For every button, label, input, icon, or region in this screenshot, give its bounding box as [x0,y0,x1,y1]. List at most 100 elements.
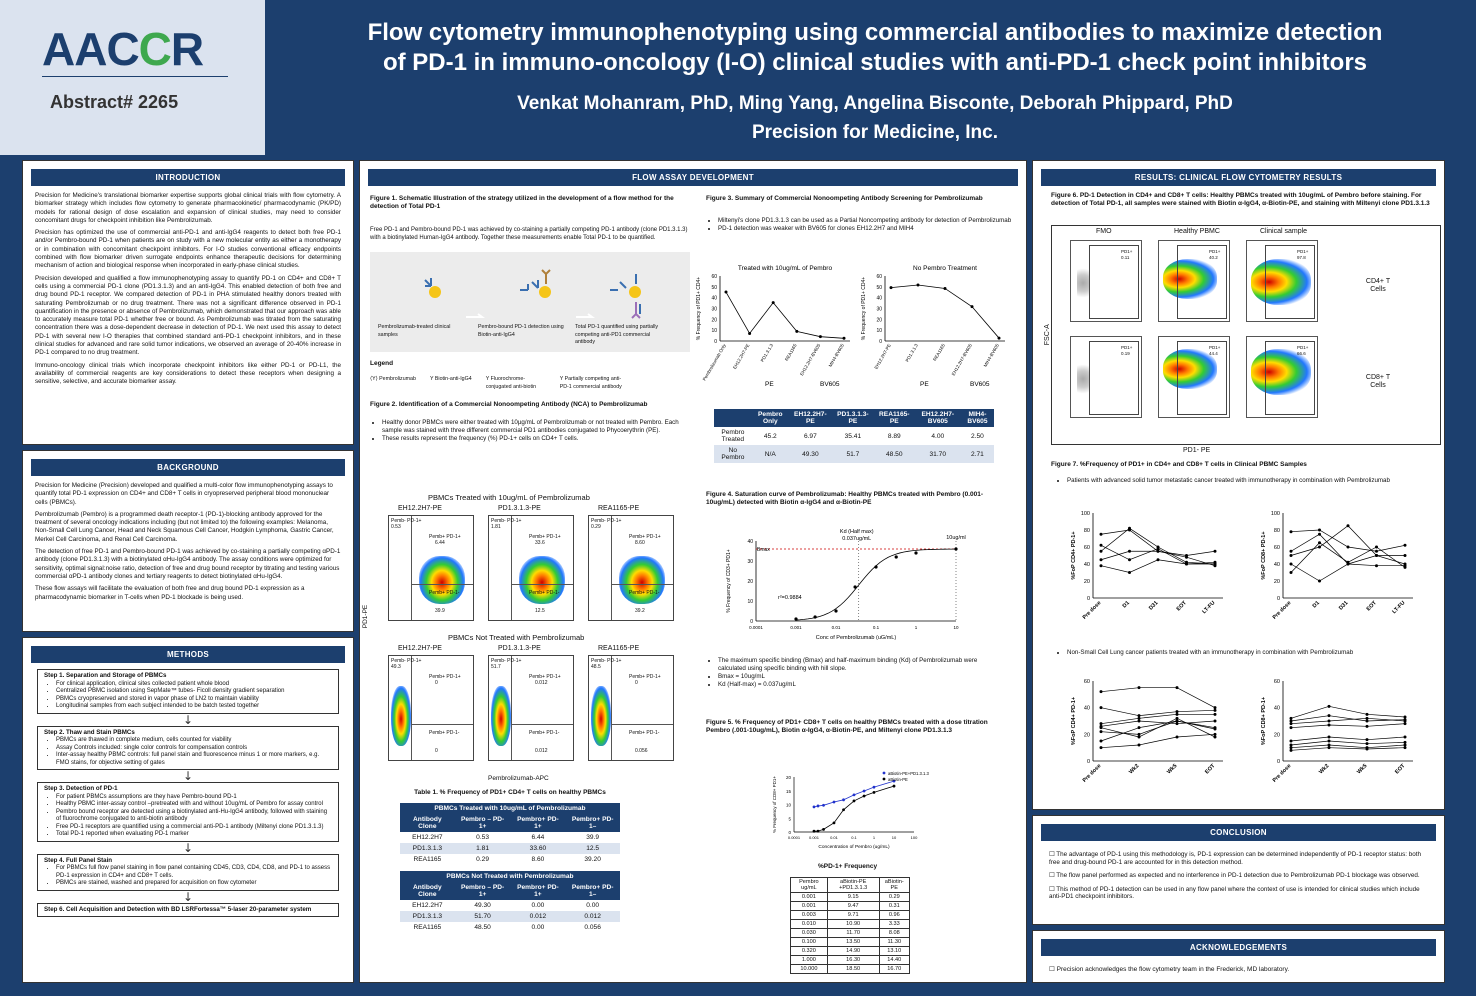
fig1-title: Figure 1. Schematic Illustration of the … [370,195,674,210]
gate-label: Pemb+ PD-1+ [529,534,561,540]
data-point [812,805,816,809]
gate-value: 97.8 [1297,255,1306,260]
gate-label: PD1+ [1297,345,1309,350]
chart-title: No Pembro Treatment [913,265,977,272]
gate-value: 49.3 [391,664,401,670]
list-item: ☐ This method of PD-1 detection can be u… [1049,885,1420,901]
table-cell: EH12.2H7 [412,902,443,909]
table-cell: 45.2 [763,432,777,440]
data-point [1289,726,1293,730]
fsc-label: FSC-A [1043,324,1051,346]
cell-density [391,686,411,746]
paragraph: These flow assays will facilitate the ev… [35,585,305,601]
table-cell: 39.9 [586,834,600,841]
table-cell: 13.50 [826,937,880,947]
background-panel: BACKGROUND Precision for Medicine (Preci… [22,450,354,632]
tick-label: 0.1 [851,835,857,840]
table-cell: N/A [751,445,789,463]
gate-value: 0.19 [1121,351,1130,356]
fig5-chart: 0 5 10 15 20 0.0001 0.001 0.01 0.1 1 10 100 aBiotin-… [772,771,930,850]
cell-density [419,556,465,604]
method-step: Step 3. Detection of PD-1For patient PBM… [37,782,339,842]
data-point [1327,739,1331,743]
fig1-caption: Total PD-1 quantified using partially co… [575,324,659,345]
data-point [1099,690,1103,694]
gate-value: 6.44 [435,540,445,546]
data-point [1375,564,1378,568]
introduction-panel: INTRODUCTION Precision for Medicine's tr… [22,160,354,445]
tick-label: 30 [711,307,717,313]
table-header: EH12.2H7-PE [788,409,832,427]
data-point [1289,716,1293,720]
tick-label: 0.001 [790,625,802,630]
tick-label: 0 [879,339,882,345]
table-cell: 31.70 [914,445,961,463]
legend-marker [882,777,886,781]
data-point [1099,730,1103,734]
data-point [1403,746,1407,750]
tick-label: 100 [1081,511,1090,517]
table-cell: No Pembro [714,445,752,463]
data-point [1175,719,1179,723]
tick-label: Wk5 [1356,763,1368,775]
data-point [1099,532,1103,536]
data-point [1403,543,1407,547]
table-cell: 10.000 [790,964,828,974]
table-cell: PD1.3.1.3 [400,911,455,922]
cell-density [1163,349,1217,389]
paragraph: Pembrolizumab (Pembro) is a programmed d… [35,510,334,543]
tick-label: 0.01 [832,625,841,630]
tick-label: 20 [876,317,882,323]
gate-label: Pemb+ PD-1- [629,730,660,736]
table-cell: 14.40 [878,955,911,965]
table-row: PD1.3.1.3 51.70 0.012 0.012 [400,911,620,922]
method-step: Step 1. Separation and Storage of PBMCsF… [37,669,339,714]
cell-density [1251,349,1311,395]
data-point [1403,743,1407,747]
tick-label: EOT [1176,600,1189,613]
paragraph: Precision for Medicine (Precision) devel… [35,482,333,506]
tick-label: 0.0001 [749,625,763,630]
table-row: EH12.2H7 49.30 0.00 0.00 [400,900,620,911]
table-header: PD1.3.1.3-PE [831,409,874,427]
table-cell: 2.71 [960,445,994,463]
flow-plot: Pemb- PD-1+ 0.53 Pemb+ PD-1+ 6.44 Pemb+ PD-1… [388,515,474,621]
table-cell: 0.29 [878,892,911,902]
tick-label: EOT [1366,600,1379,613]
tick-label: 0 [750,619,753,625]
table-cell: 51.7 [831,445,874,463]
section-title: INTRODUCTION [31,169,345,186]
data-point [724,290,728,294]
y-label: %FoP CD8+ PD-1+ [1261,697,1267,745]
gate-box [1177,341,1227,415]
data-point [832,800,836,804]
fig1-schematic: Pembrolizumab-treated clinical samples P… [370,252,690,352]
table-cell: 18.50 [826,964,880,974]
data-point [970,305,974,309]
tick-label: 40 [876,296,882,302]
list-item: Longitudinal samples from each subject i… [56,703,332,711]
tick-label: 10 [786,803,792,808]
table-cell: PD1.3.1.3 [400,843,455,854]
group-label: BV605 [970,381,990,388]
tick-label: EH12.2H7-BV605 [951,343,973,377]
table-header: Pembro+ PD-1– [565,882,620,900]
clone-label: PD1.3.1.3-PE [498,645,541,652]
tick-label: D31 [1148,600,1159,611]
table-row: 0.001 9.15 0.29 [790,892,911,902]
series-line [1290,555,1406,582]
table-row: 0.001 9.47 0.31 [790,901,911,911]
tick-label: EOT [1204,763,1217,776]
aacr-logo: AACCR [42,23,204,75]
group-label: PE [765,381,774,388]
data-point [1175,722,1179,726]
cell-density [519,556,565,604]
divider [42,76,228,77]
series-line [813,785,895,832]
table-cell: REA1165 [413,924,442,931]
tick-label: 0.01 [830,835,839,840]
data-point [1213,712,1217,716]
clone-label: REA1165-PE [598,505,640,512]
pembrolizumab-icon: ⟨Y⟩ Pembrolizumab [370,376,416,382]
table-row: 0.030 11.70 8.08 [790,928,911,938]
